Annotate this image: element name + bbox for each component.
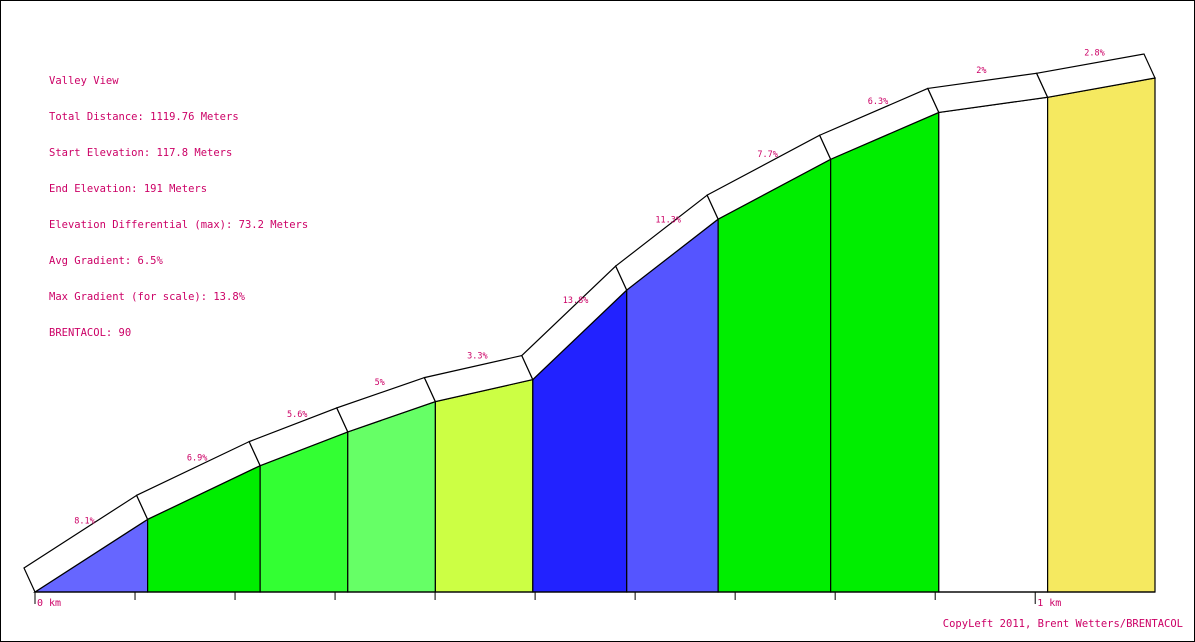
x-axis-tick-label: 0 km [37, 598, 61, 609]
gradient-label: 6.9% [187, 453, 207, 463]
gradient-segment [434, 378, 534, 593]
gradient-segment [347, 400, 436, 593]
copyleft-credit: CopyLeft 2011, Brent Wetters/BRENTACOL [942, 618, 1183, 630]
gradient-label: 6.3% [868, 97, 888, 107]
x-axis-tick-label: 1 km [1037, 598, 1061, 609]
max-gradient: Max Gradient (for scale): 13.8% [49, 291, 245, 303]
start-elevation: Start Elevation: 117.8 Meters [49, 147, 233, 159]
segment-top-band [1035, 53, 1156, 98]
gradient-label: 2.8% [1084, 49, 1104, 59]
avg-gradient: Avg Gradient: 6.5% [49, 255, 163, 267]
total-distance: Total Distance: 1119.76 Meters [49, 111, 239, 123]
gradient-label: 2% [976, 66, 986, 76]
gradient-label: 5.6% [287, 410, 307, 420]
route-info-block: Valley View Total Distance: 1119.76 Mete… [49, 51, 308, 351]
gradient-label: 11.3% [655, 216, 681, 226]
gradient-segment [830, 111, 940, 593]
gradient-segment [1047, 77, 1156, 593]
brentacol-score: BRENTACOL: 90 [49, 327, 132, 339]
route-title: Valley View [49, 75, 119, 87]
gradient-label: 7.7% [757, 150, 777, 160]
gradient-label: 5% [375, 378, 385, 388]
gradient-label: 13.8% [563, 296, 589, 306]
end-elevation: End Elevation: 191 Meters [49, 183, 208, 195]
elevation-differential: Elevation Differential (max): 73.2 Meter… [49, 219, 309, 231]
gradient-segment [717, 158, 832, 593]
gradient-label: 8.1% [74, 517, 94, 527]
gradient-segment [938, 96, 1049, 593]
gradient-label: 3.3% [467, 352, 487, 362]
